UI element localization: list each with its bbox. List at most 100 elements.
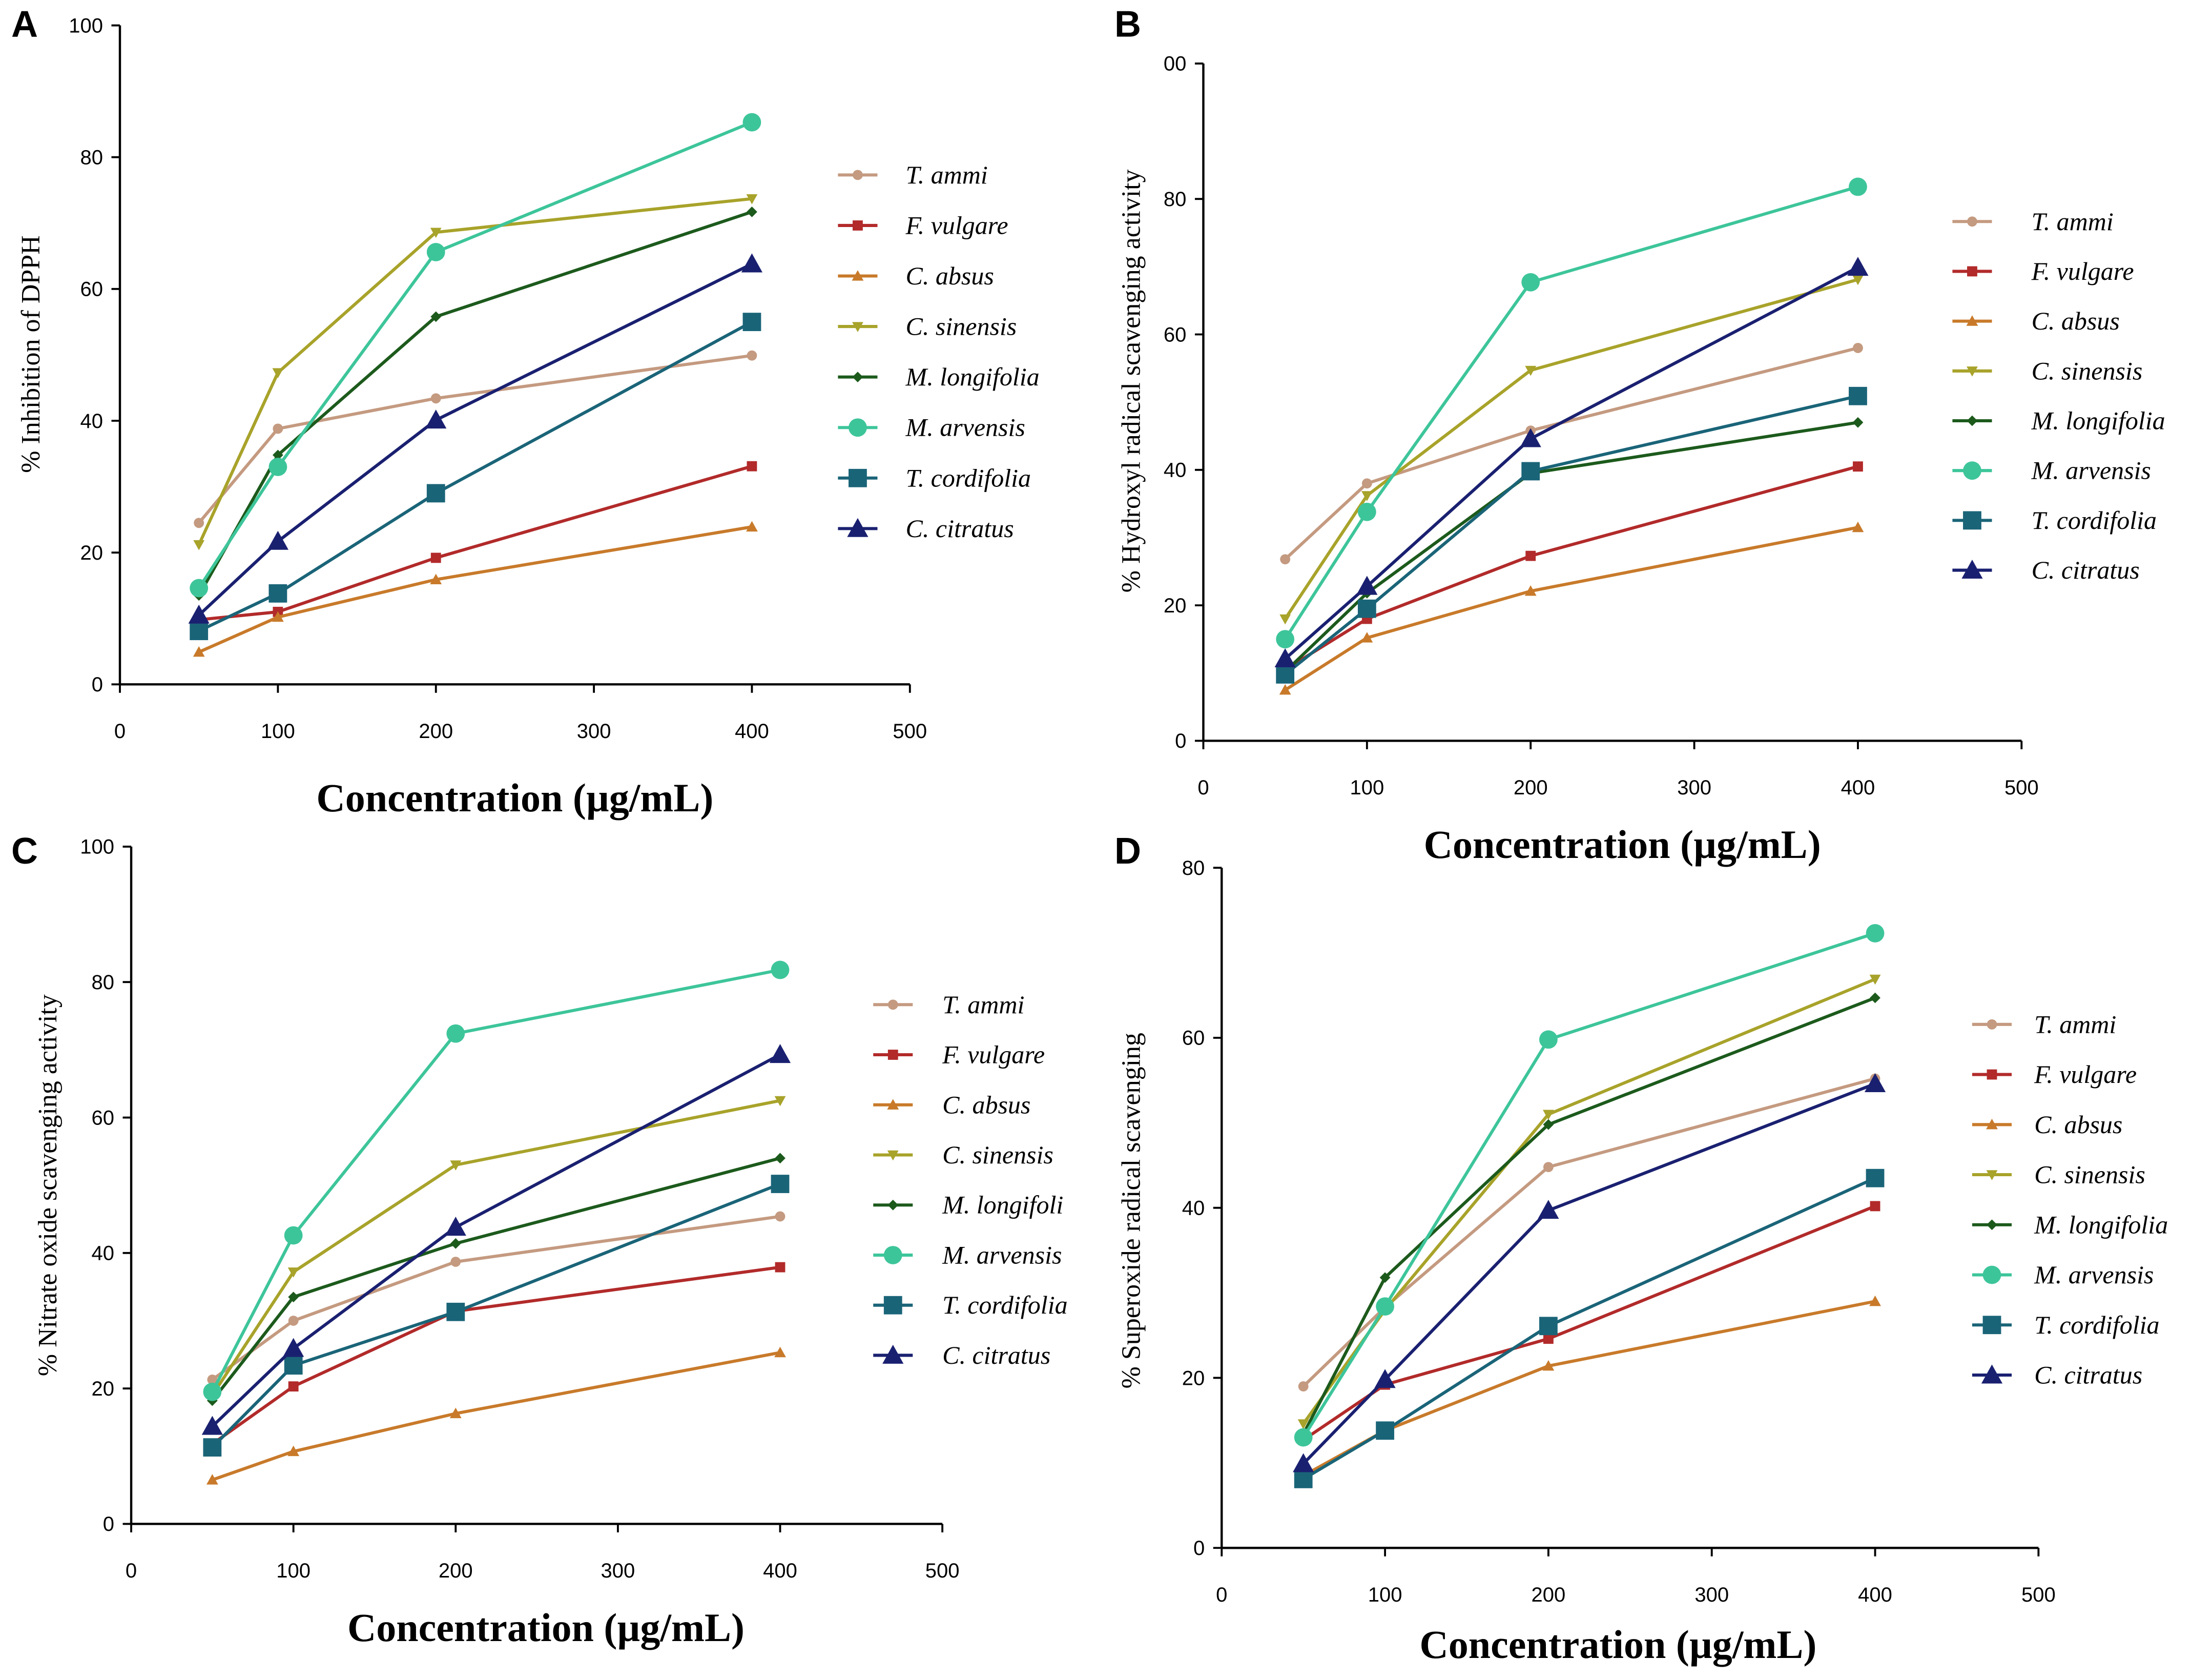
panel-a-data-point-t-cordifolia [426,484,445,503]
panel-b-series-c-absus [1279,521,1864,695]
panel-b-legend-marker [1967,366,1978,377]
panel-a-x-tick-label: 500 [893,720,927,743]
panel-a-data-point-c-sinensis [746,194,758,204]
panel-b-data-point-m-arvensis [1521,273,1540,292]
panel-d-data-point-m-longifolia [1379,1272,1391,1283]
panel-c-legend-marker [882,1344,904,1364]
panel-a-series-c-sinensis [193,194,758,550]
panel-d-legend-marker [1982,1265,2001,1284]
panel-a-data-point-m-arvensis [742,113,761,132]
panel-c-series-t-cordifolia [203,1175,790,1457]
panel-b-legend-marker [1967,415,1978,426]
panel-c-x-tick-label: 200 [439,1560,473,1582]
panel-d-x-tick-label: 400 [1858,1584,1892,1606]
panel-a-legend-label: M. longifolia [905,362,1040,391]
panel-a-legend-label: C. citratus [906,514,1014,543]
panel-d-data-point-t-cordifolia [1294,1469,1313,1488]
panel-d-data-point-m-longifolia [1543,1119,1554,1130]
panel-b-x-tick-label: 300 [1677,776,1711,799]
panel-b-data-point-m-arvensis [1849,177,1867,196]
panel-b-data-point-c-citratus [1847,257,1869,276]
panel-d-data-point-f-vulgare [1543,1334,1554,1344]
panel-a-legend-marker [849,468,867,487]
panel-d-legend-label: C. sinensis [2034,1160,2145,1189]
panel-c-data-point-m-longifolia [450,1238,461,1249]
panel-c-data-point-f-vulgare [775,1262,785,1273]
panel-d-legend-item-t-ammi: T. ammi [1972,1010,2116,1038]
panel-d-data-point-t-cordifolia [1376,1421,1394,1440]
panel-b-legend-label: M. longifolia [2031,406,2165,435]
panel-b-data-point-c-absus [1852,521,1864,532]
panel-c-legend-marker [887,1199,899,1211]
panel-c-legend-item-t-cordifolia: T. cordifolia [873,1290,1068,1319]
panel-c-x-tick-label: 400 [763,1560,797,1582]
panel-c-data-point-c-sinensis [450,1160,462,1171]
panel-b-legend-label: C. sinensis [2032,356,2143,385]
panel-d-legend-label: T. ammi [2034,1010,2116,1038]
panel-c-y-tick-label: 100 [80,836,114,858]
panel-c-legend-label: C. absus [942,1090,1030,1119]
panel-d-data-point-m-arvensis [1539,1030,1558,1049]
panel-b-data-point-t-cordifolia [1849,386,1867,405]
panel-c-series-line-c-absus [212,1351,781,1482]
panel-a-data-point-c-citratus [188,604,210,624]
panel-d-legend-item-f-vulgare: F. vulgare [1972,1060,2137,1089]
panel-a-data-point-f-vulgare [430,552,441,563]
panel-c-data-point-c-sinensis [774,1096,786,1107]
panel-d-legend-marker [1982,1316,2001,1335]
panel-b-series-t-ammi [1280,343,1863,565]
panel-a-legend-label: C. absus [906,261,994,290]
panel-a-x-tick-label: 200 [419,720,453,743]
panel-c-series-m-longifolia [206,1153,785,1406]
panel-c-legend-marker [887,999,898,1010]
panel-d-y-tick-label: 60 [1182,1027,1205,1050]
panel-a-data-point-c-sinensis [193,540,205,550]
panel-b-series-line-m-longifolia [1284,421,1858,673]
panel-a-y-axis-title: % Inhibition of DPPH [16,235,46,473]
panel-c-letter: C [11,831,38,872]
panel-d-data-point-t-ammi [1543,1162,1554,1173]
panel-b-data-point-t-ammi [1853,343,1863,353]
panel-d-series-t-ammi [1298,1073,1880,1391]
panel-a-y-tick-label: 80 [80,146,103,169]
panel-d-data-point-t-cordifolia [1866,1169,1885,1187]
panel-c-x-tick-label: 500 [925,1560,960,1582]
panel-b-legend-item-c-sinensis: C. sinensis [1952,356,2142,385]
panel-b-series-line-t-cordifolia [1284,394,1858,676]
panel-a-axes: 0 100 200 300 400 500 0 20 40 60 80 100 [69,14,927,743]
panel-b-data-point-t-ammi [1280,554,1291,565]
panel-a-series-line-t-ammi [197,354,752,524]
panel-a-x-axis-title: Concentration (µg/mL) [316,775,713,820]
panel-a-legend-marker [852,270,864,281]
panel-d-legend-label: M. arvensis [2034,1260,2154,1289]
panel-a-legend-item-c-citratus: C. citratus [838,514,1014,543]
panel-d-data-point-c-citratus [1864,1073,1886,1093]
panel-b-legend-marker [1963,461,1981,480]
panel-d-data-point-c-citratus [1538,1200,1559,1219]
panel-d-legend-marker [1986,1118,1998,1130]
panel-c-data-point-c-citratus [445,1217,466,1236]
panel-b-x-tick-label: 200 [1514,776,1548,799]
panel-a-letter: A [11,4,38,45]
panel-d-legend-label: M. longifolia [2034,1210,2168,1239]
panel-d-y-tick-label: 80 [1182,857,1205,879]
panel-a-legend-label: T. cordifolia [906,463,1031,492]
panel-a-data-point-t-cordifolia [268,584,287,603]
panel-c-y-tick-label: 20 [92,1378,115,1400]
panel-d-data-point-f-vulgare [1870,1201,1880,1212]
panel-b-y-tick-label: 40 [1164,459,1187,482]
panel-c-series-m-arvensis [203,960,790,1401]
panel-c-legend-item-t-ammi: T. ammi [873,990,1024,1019]
panel-a-data-point-c-absus [193,646,205,657]
panel-c-legend-label: F. vulgare [942,1040,1045,1069]
panel-d-letter: D [1114,831,1141,872]
panel-d-series-line-t-cordifolia [1303,1176,1876,1481]
panel-a-data-point-m-arvensis [190,579,209,598]
panel-b-data-point-m-arvensis [1357,502,1376,521]
panel-c-series-line-t-cordifolia [211,1182,781,1449]
panel-d-data-point-m-arvensis [1376,1297,1394,1316]
panel-a-legend-marker [852,322,863,332]
panel-c-data-point-t-cordifolia [446,1302,465,1321]
panel-d-legend-marker [1986,1170,1998,1180]
panel-d-x-axis-title: Concentration (µg/mL) [1419,1622,1816,1667]
